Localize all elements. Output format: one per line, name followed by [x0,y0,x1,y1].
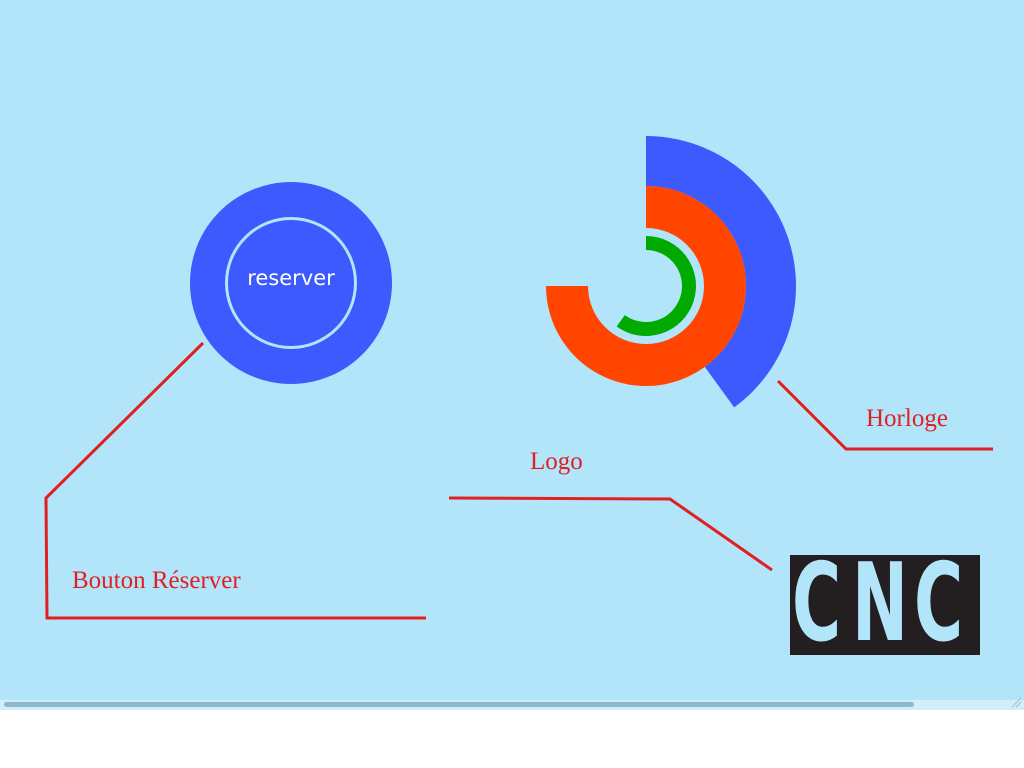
logo-letter-c2: C [914,541,964,666]
reserve-callout-line [44,341,426,620]
resize-grip-icon[interactable] [1010,696,1022,708]
reserve-button-ring [225,217,357,349]
annotation-lines [44,341,993,620]
logo-letter-c1: C [792,541,842,666]
clock-callout-line [776,379,993,451]
cnc-logo: C N C [790,549,980,659]
annotation-reserve-button: Bouton Réserver [72,567,241,594]
clock-arc-inner [616,236,696,336]
annotation-logo: Logo [530,448,583,475]
annotation-clock: Horloge [866,405,948,432]
scrollbar-thumb[interactable] [4,702,914,707]
clock-widget [546,136,796,408]
clock-arc-outer [646,136,796,408]
clock-arc-middle [546,186,746,386]
logo-callout-line [448,496,773,572]
reserve-button[interactable]: reserver [190,182,392,384]
logo-letter-n: N [852,541,909,666]
reserve-button-label: reserver [247,266,335,290]
